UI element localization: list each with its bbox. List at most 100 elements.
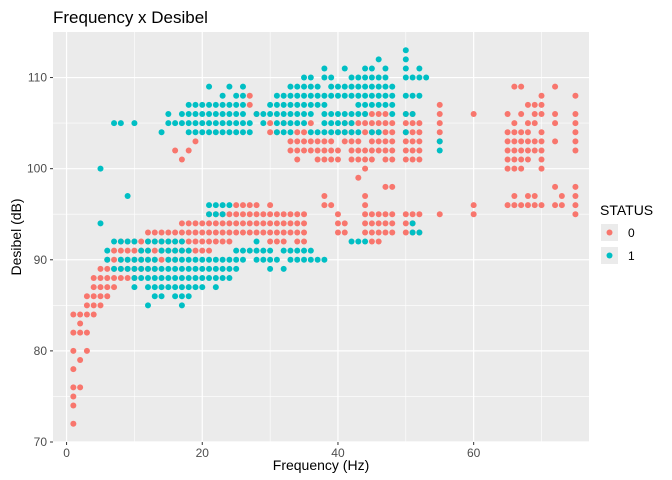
data-point-status-1	[280, 92, 287, 99]
y-tick-label: 100	[27, 162, 47, 176]
data-point-status-1	[355, 101, 362, 108]
x-axis-title: Frequency (Hz)	[273, 457, 369, 473]
data-point-status-1	[334, 120, 341, 127]
data-point-status-0	[301, 220, 308, 227]
data-point-status-0	[552, 202, 559, 209]
data-point-status-0	[402, 211, 409, 218]
data-point-status-0	[558, 202, 565, 209]
data-point-status-0	[334, 156, 341, 163]
data-point-status-0	[70, 347, 77, 354]
data-point-status-0	[239, 202, 246, 209]
data-point-status-1	[301, 83, 308, 90]
data-point-status-0	[287, 220, 294, 227]
data-point-status-0	[328, 156, 335, 163]
data-point-status-0	[368, 220, 375, 227]
data-point-status-0	[518, 202, 525, 209]
data-point-status-0	[470, 202, 477, 209]
data-point-status-1	[423, 74, 430, 81]
data-point-status-0	[111, 284, 118, 291]
data-point-status-1	[355, 129, 362, 136]
data-point-status-1	[273, 111, 280, 117]
data-point-status-0	[260, 220, 267, 227]
data-point-status-0	[246, 101, 253, 108]
data-point-status-1	[158, 284, 165, 291]
data-point-status-0	[389, 183, 396, 190]
data-point-status-1	[341, 129, 348, 136]
data-point-status-0	[409, 129, 416, 136]
data-point-status-1	[402, 47, 409, 54]
data-point-status-1	[273, 256, 280, 263]
data-point-status-1	[192, 101, 199, 108]
data-point-status-0	[572, 147, 579, 154]
data-point-status-1	[368, 83, 375, 90]
data-point-status-0	[416, 156, 423, 163]
data-point-status-0	[280, 238, 287, 245]
data-point-status-1	[185, 120, 192, 127]
data-point-status-1	[219, 120, 226, 127]
data-point-status-1	[206, 111, 213, 117]
data-point-status-0	[470, 111, 477, 117]
data-point-status-0	[511, 193, 518, 199]
data-point-status-1	[226, 129, 233, 136]
data-point-status-0	[436, 129, 443, 136]
data-point-status-1	[239, 83, 246, 90]
data-point-status-0	[368, 120, 375, 127]
data-point-status-1	[239, 256, 246, 263]
data-point-status-0	[70, 311, 77, 318]
data-point-status-0	[348, 156, 355, 163]
data-point-status-1	[199, 101, 206, 108]
data-point-status-1	[219, 256, 226, 263]
data-point-status-0	[538, 202, 545, 209]
data-point-status-1	[165, 284, 172, 291]
data-point-status-0	[362, 229, 369, 236]
data-point-status-1	[382, 92, 389, 99]
data-point-status-1	[212, 202, 219, 209]
data-point-status-0	[321, 147, 328, 154]
data-point-status-0	[572, 183, 579, 190]
data-point-status-1	[341, 120, 348, 127]
data-point-status-1	[267, 265, 274, 272]
data-point-status-0	[90, 302, 97, 309]
data-point-status-0	[246, 202, 253, 209]
legend-label: 1	[628, 249, 635, 263]
data-point-status-0	[552, 138, 559, 145]
data-point-status-0	[77, 329, 84, 336]
data-point-status-1	[199, 120, 206, 127]
data-point-status-0	[375, 220, 382, 227]
data-point-status-1	[206, 129, 213, 136]
data-point-status-0	[321, 156, 328, 163]
data-point-status-1	[178, 293, 185, 300]
data-point-status-0	[287, 211, 294, 218]
data-point-status-0	[355, 120, 362, 127]
data-point-status-1	[117, 265, 124, 272]
data-point-status-0	[97, 302, 104, 309]
data-point-status-1	[165, 120, 172, 127]
data-point-status-0	[572, 111, 579, 117]
data-point-status-0	[524, 101, 531, 108]
data-point-status-1	[307, 129, 314, 136]
data-point-status-1	[280, 129, 287, 136]
data-point-status-0	[504, 165, 511, 172]
data-point-status-1	[144, 284, 151, 291]
data-point-status-0	[219, 238, 226, 245]
data-point-status-0	[273, 211, 280, 218]
data-point-status-0	[267, 229, 274, 236]
data-point-status-1	[321, 74, 328, 81]
data-point-status-0	[572, 138, 579, 145]
data-point-status-0	[206, 220, 213, 227]
data-point-status-0	[307, 138, 314, 145]
data-point-status-0	[314, 156, 321, 163]
data-point-status-1	[165, 111, 172, 117]
data-point-status-0	[375, 120, 382, 127]
data-point-status-0	[552, 111, 559, 117]
data-point-status-0	[233, 211, 240, 218]
data-point-status-1	[287, 111, 294, 117]
data-point-status-0	[409, 138, 416, 145]
data-point-status-1	[328, 92, 335, 99]
data-point-status-1	[267, 247, 274, 254]
data-point-status-1	[151, 284, 158, 291]
data-point-status-0	[267, 129, 274, 136]
data-point-status-1	[436, 147, 443, 154]
data-point-status-1	[219, 92, 226, 99]
data-point-status-0	[70, 366, 77, 373]
